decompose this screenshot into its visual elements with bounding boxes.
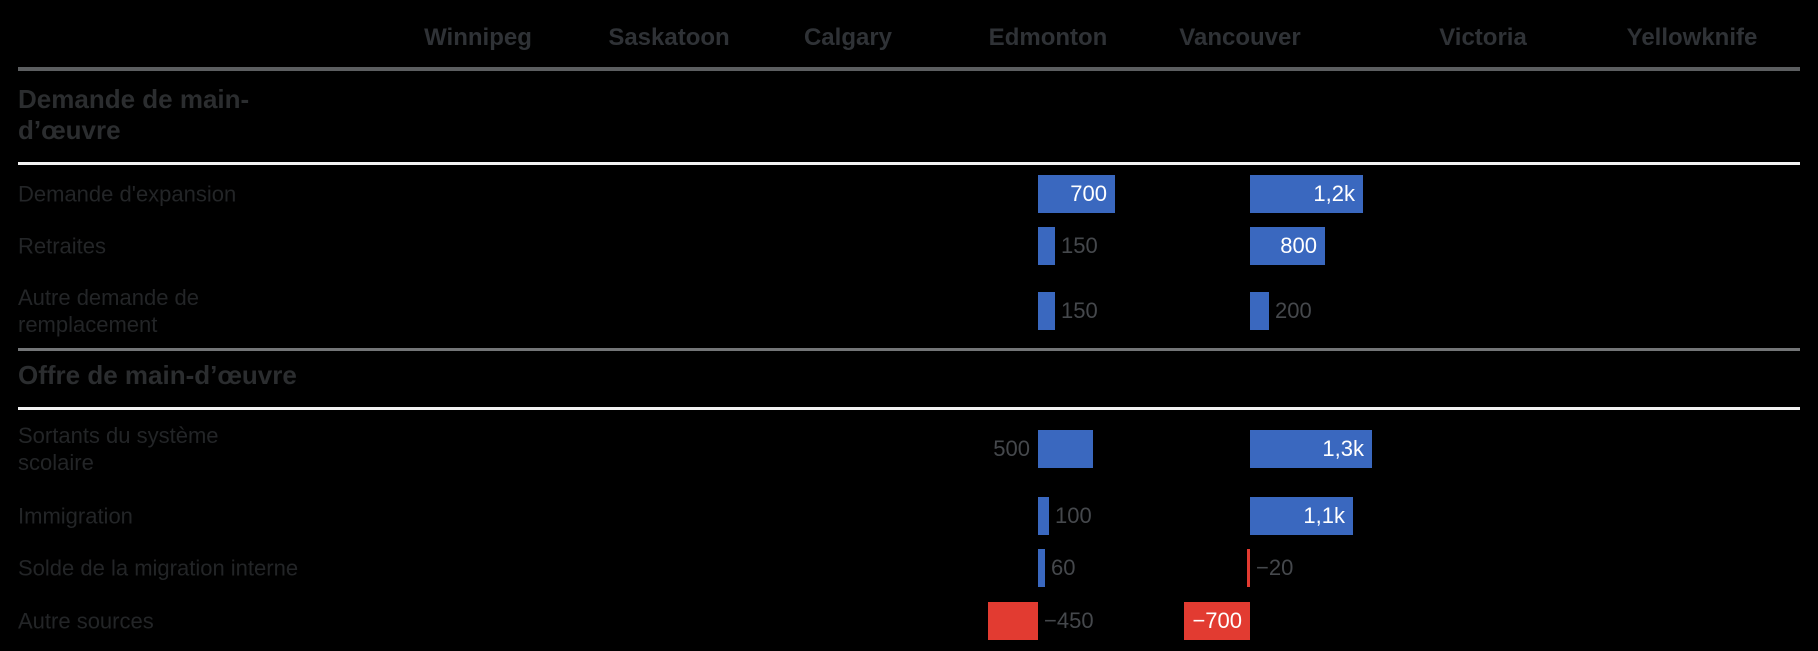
- bar-edmonton: [988, 602, 1038, 640]
- bar-edmonton: [1038, 292, 1055, 330]
- bar-vancouver: 800: [1250, 227, 1325, 265]
- column-header-edmonton: Edmonton: [988, 24, 1108, 51]
- bar-value-label: −450: [1044, 608, 1094, 633]
- section-title: Offre de main-d’œuvre: [18, 360, 297, 390]
- bar-value-label: 60: [1051, 555, 1076, 580]
- bar-value-label: 150: [1061, 298, 1098, 323]
- bar-value-label: 1,2k: [1313, 181, 1355, 206]
- bar-vancouver: 1,2k: [1250, 175, 1363, 213]
- bar-value-label: 500: [993, 436, 1030, 461]
- bar-vancouver: −700: [1184, 602, 1250, 640]
- row-label: Immigration: [18, 503, 133, 529]
- row-label: Demande d'expansion: [18, 181, 237, 207]
- column-header-victoria: Victoria: [1439, 24, 1527, 51]
- bar-value-label: 800: [1280, 233, 1317, 258]
- bar-edmonton: [1038, 430, 1093, 468]
- bar-vancouver: 1,3k: [1250, 430, 1372, 468]
- bar-value-label: 150: [1061, 233, 1098, 258]
- column-header-vancouver: Vancouver: [1179, 24, 1301, 51]
- bar-edmonton: [1038, 227, 1055, 265]
- bar-vancouver: [1250, 292, 1269, 330]
- row-label: Autre demande de remplacement: [18, 285, 200, 337]
- bar-edmonton: [1038, 549, 1045, 587]
- column-header-saskatoon: Saskatoon: [608, 24, 730, 51]
- row-label: Retraites: [18, 233, 107, 259]
- column-header-calgary: Calgary: [803, 24, 893, 51]
- bar-value-label: 700: [1070, 181, 1107, 206]
- bar-value-label: 1,1k: [1303, 503, 1345, 528]
- bar-value-label: 200: [1275, 298, 1312, 323]
- column-header-yellowknife: Yellowknife: [1626, 24, 1758, 51]
- section-title: Demande de main-d’œuvre: [18, 84, 250, 145]
- bar-value-label: 100: [1055, 503, 1092, 528]
- section-underline: [18, 407, 1800, 410]
- bar-vancouver: 1,1k: [1250, 497, 1353, 535]
- column-header-winnipeg: Winnipeg: [424, 24, 532, 51]
- divider-line: [18, 348, 1800, 351]
- divider-line: [18, 67, 1800, 71]
- row-label: Sortants du système scolaire: [18, 423, 219, 475]
- bar-value-label: −20: [1256, 555, 1294, 580]
- row-label: Autre sources: [18, 608, 154, 634]
- bar-edmonton: [1038, 497, 1049, 535]
- bar-value-label: 1,3k: [1322, 436, 1364, 461]
- bar-value-label: −700: [1192, 608, 1242, 633]
- bar-edmonton: 700: [1038, 175, 1115, 213]
- bar-vancouver: [1247, 549, 1250, 587]
- section-underline: [18, 162, 1800, 165]
- row-label: Solde de la migration interne: [18, 555, 299, 581]
